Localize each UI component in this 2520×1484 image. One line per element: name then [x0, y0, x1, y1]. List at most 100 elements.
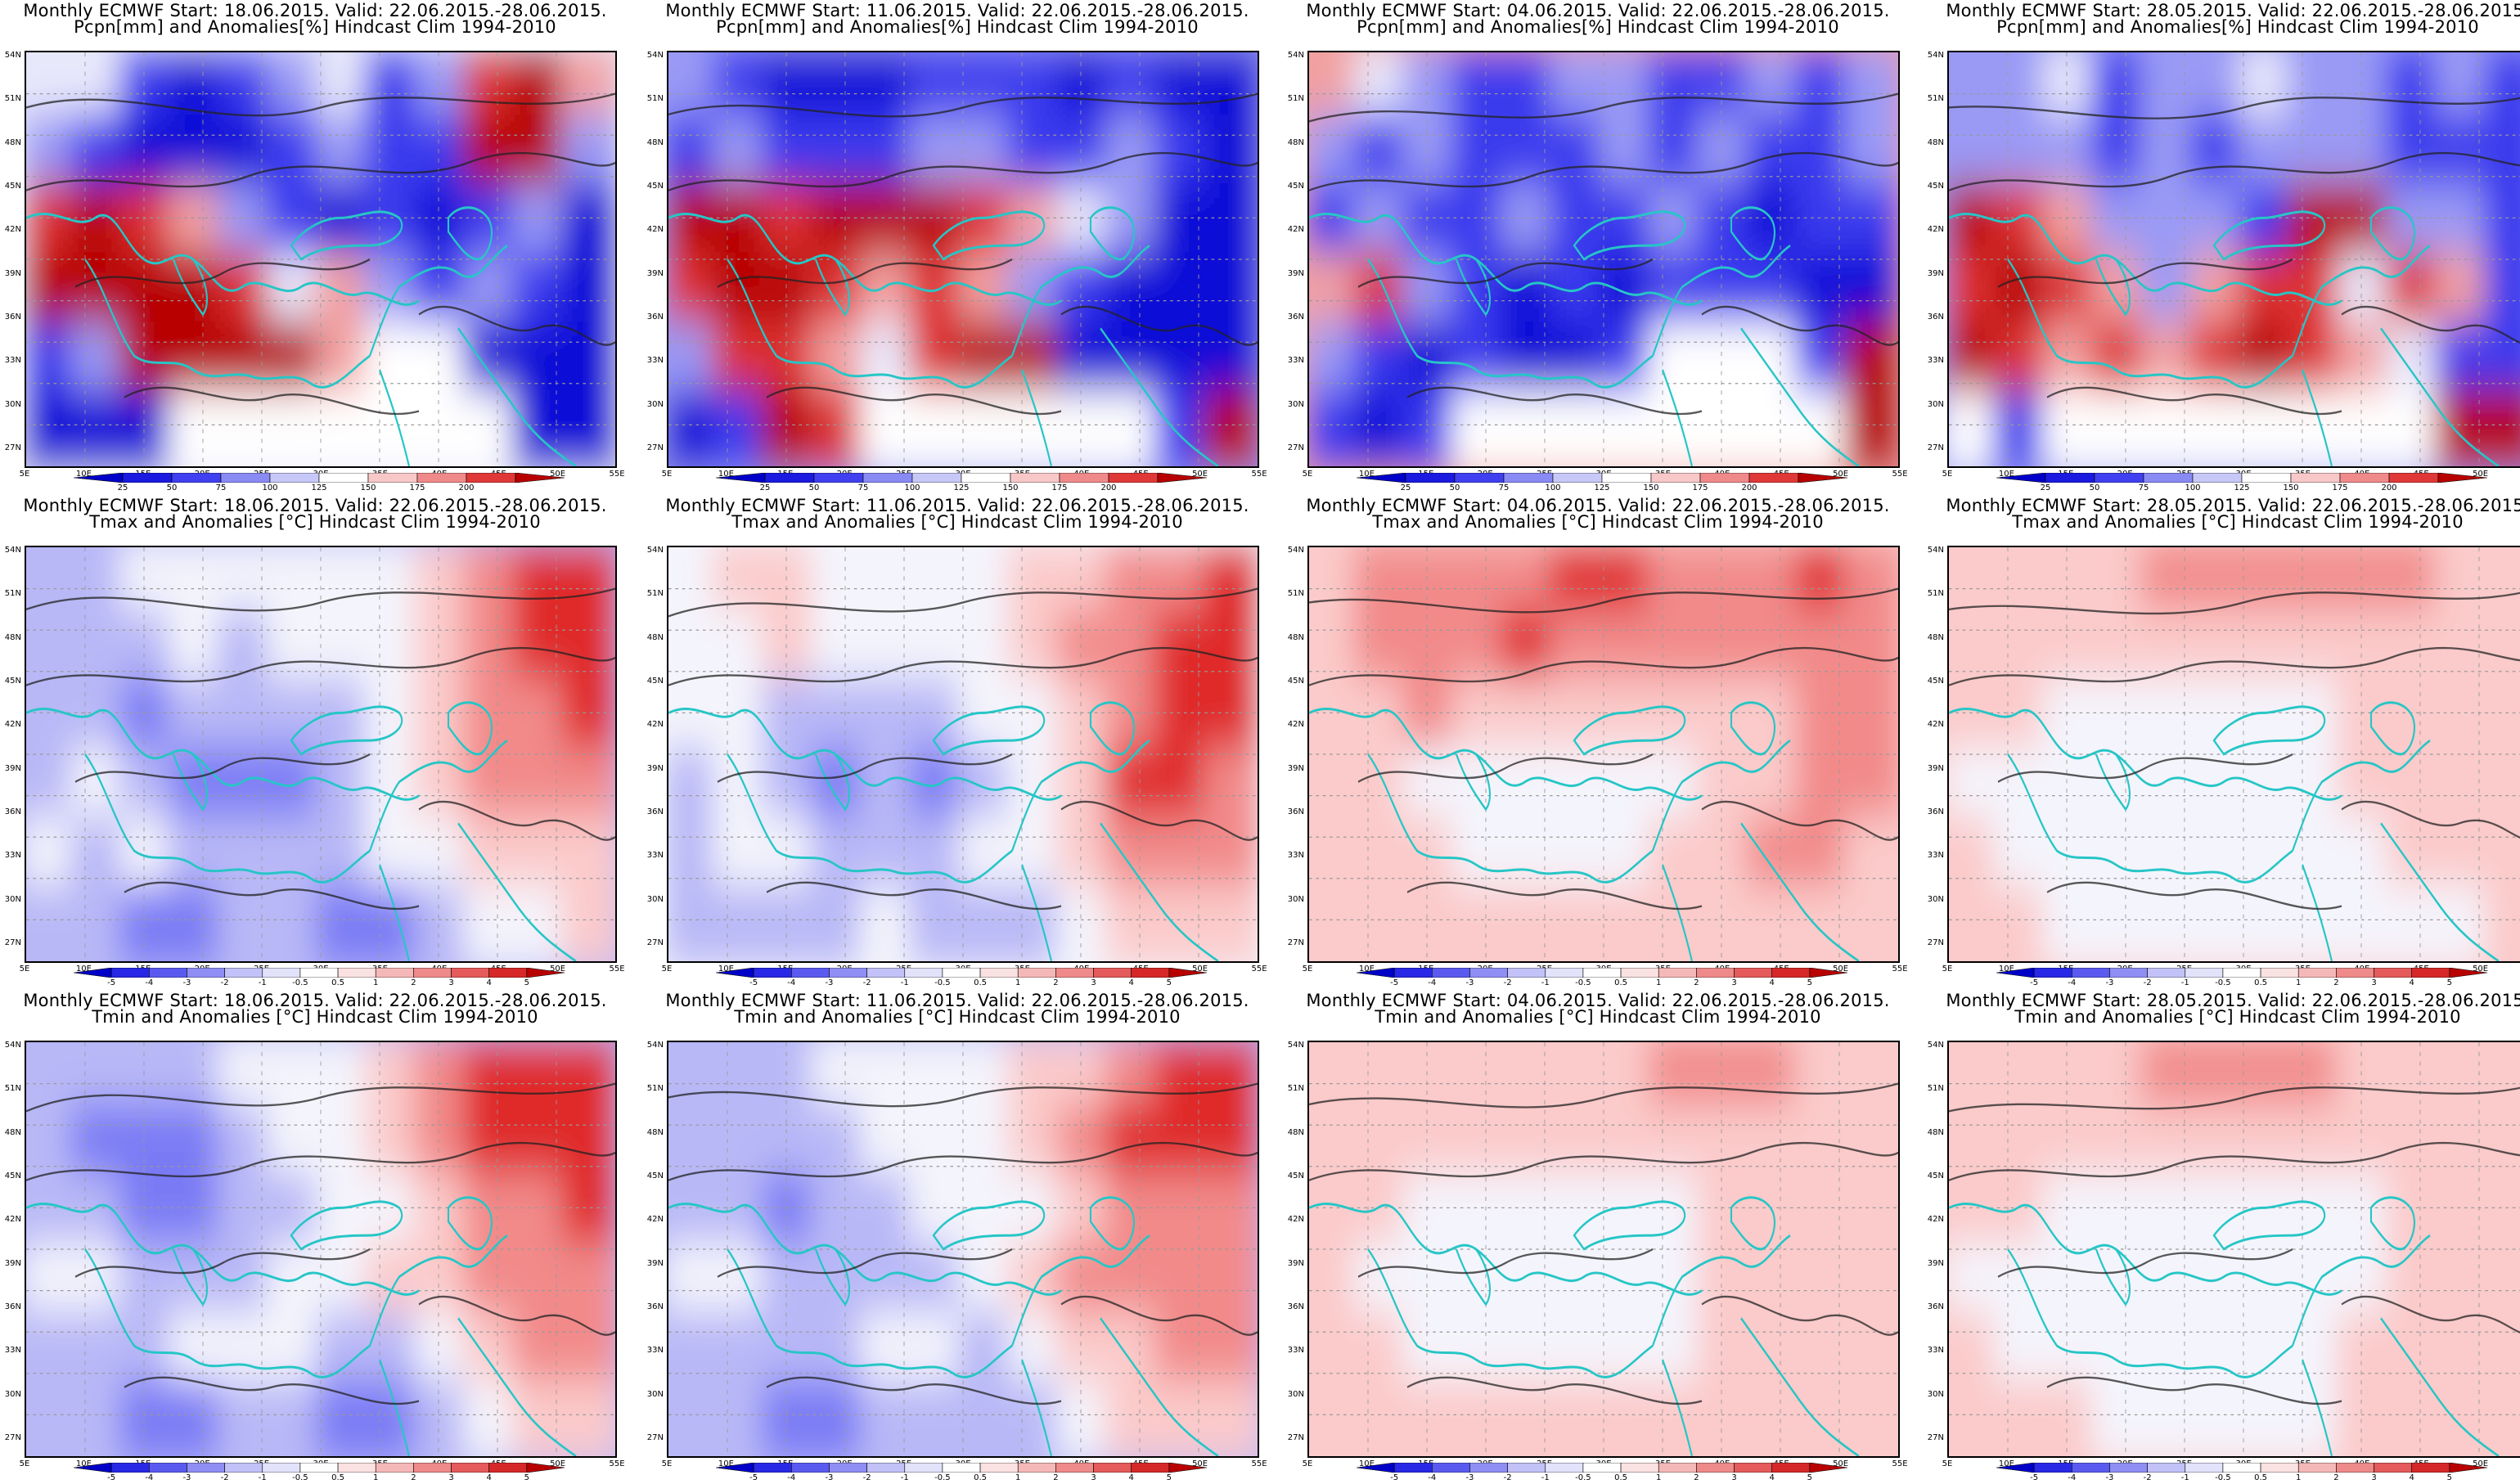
- colorbar-tick-label: 175: [409, 483, 425, 492]
- lon-tick-label: 5E: [661, 965, 673, 974]
- lat-tick-label: 33N: [1927, 1346, 1944, 1356]
- colorbar-swatch: [1055, 1463, 1094, 1473]
- lat-tick-label: 39N: [4, 763, 21, 773]
- colorbar-swatch: [1996, 1463, 2035, 1473]
- anomaly-cell: [2484, 1311, 2520, 1395]
- colorbar-tick-label: -5: [749, 1473, 758, 1482]
- colorbar-swatch: [2339, 473, 2390, 483]
- lon-tick-label: 55E: [1251, 965, 1267, 974]
- anomaly-cell: [1844, 1104, 1898, 1188]
- colorbar-swatch: [1131, 1463, 1170, 1473]
- lat-tick-label: 36N: [1927, 807, 1944, 816]
- colorbar-tick-label: 4: [1128, 1473, 1134, 1482]
- colorbar-swatch: [2388, 473, 2439, 483]
- lat-tick-label: 51N: [646, 589, 664, 599]
- map-panel-tmin-3: Monthly ECMWF Start: 04.06.2015. Valid: …: [1283, 990, 1913, 1482]
- colorbar-tick-label: 50: [166, 483, 178, 492]
- anomaly-cell: [2484, 1242, 2520, 1325]
- lat-tick-label: 45N: [1927, 677, 1944, 686]
- colorbar-swatch: [2185, 968, 2224, 978]
- panel-title-line1: Monthly ECMWF Start: 04.06.2015. Valid: …: [1306, 496, 1890, 515]
- anomaly-cell: [561, 1311, 615, 1395]
- colorbar-swatch: [224, 968, 263, 978]
- colorbar-swatch: [337, 1463, 376, 1473]
- panel-title-line1: Monthly ECMWF Start: 11.06.2015. Valid: …: [665, 496, 1249, 515]
- contour-lines: [26, 1082, 615, 1405]
- lat-tick-label: 42N: [1287, 1215, 1304, 1225]
- colorbar-tick-label: 175: [1051, 483, 1068, 492]
- panel-title-line2: Pcpn[mm] and Anomalies[%] Hindcast Clim …: [74, 17, 556, 37]
- colorbar-tick-label: -4: [145, 1473, 154, 1482]
- colorbar-tick-label: 125: [953, 483, 970, 492]
- colorbar-tick-label: -1: [258, 978, 267, 987]
- colorbar-swatch: [375, 1463, 414, 1473]
- lat-tick-label: 27N: [646, 443, 664, 452]
- lon-tick-label: 50E: [1192, 470, 1208, 479]
- lon-tick-label: 55E: [1892, 965, 1908, 974]
- lat-tick-label: 45N: [646, 182, 664, 191]
- panel-title-line2: Tmin and Anomalies [°C] Hindcast Clim 19…: [1375, 1007, 1821, 1027]
- colorbar-tick-label: 0.5: [2254, 978, 2268, 987]
- colorbar-tick-label: 25: [2040, 483, 2051, 492]
- colorbar-swatch: [1771, 1463, 1811, 1473]
- lat-tick-label: 30N: [1287, 1389, 1304, 1399]
- lat-tick-label: 33N: [1287, 356, 1304, 366]
- colorbar-tick-label: -5: [2030, 978, 2039, 987]
- colorbar-tick-label: 5: [2446, 1473, 2453, 1482]
- lat-tick-label: 54N: [1927, 1041, 1944, 1050]
- colorbar-swatch: [862, 473, 913, 483]
- lat-tick-label: 27N: [1927, 938, 1944, 947]
- colorbar-tick-label: -1: [2180, 978, 2189, 987]
- colorbar-swatch: [979, 1463, 1019, 1473]
- lat-tick-label: 45N: [646, 677, 664, 686]
- lat-tick-label: 36N: [646, 807, 664, 816]
- lon-tick-label: 10E: [718, 965, 734, 974]
- graticule: [26, 52, 615, 466]
- colorbar-tick-label: 100: [262, 483, 278, 492]
- lat-tick-label: 36N: [4, 1302, 21, 1311]
- map-panel-tmax-4: Monthly ECMWF Start: 28.05.2015. Valid: …: [1923, 495, 2520, 987]
- colorbar-tick-label: 75: [1498, 483, 1510, 492]
- coastline: [26, 206, 577, 466]
- panel-title-line1: Monthly ECMWF Start: 11.06.2015. Valid: …: [665, 991, 1249, 1010]
- lon-tick-label: 55E: [609, 965, 625, 974]
- colorbar-tick-label: -4: [1428, 978, 1437, 987]
- colorbar-tick-label: 175: [2332, 483, 2348, 492]
- coastline: [26, 1196, 577, 1456]
- colorbar-tick-label: 2: [1053, 978, 1059, 987]
- coastline: [1309, 1196, 1860, 1456]
- colorbar-tick-label: 200: [458, 483, 475, 492]
- anomaly-cell: [1204, 678, 1258, 762]
- contour-lines: [668, 587, 1258, 911]
- lat-tick-label: 27N: [1927, 1433, 1944, 1442]
- colorbar-tick-label: 0.5: [1614, 978, 1628, 987]
- colorbar-swatch: [269, 473, 320, 483]
- colorbar-swatch: [1093, 968, 1132, 978]
- lon-tick-label: 50E: [1833, 965, 1849, 974]
- colorbar-swatch: [318, 473, 369, 483]
- lat-tick-label: 39N: [4, 268, 21, 278]
- colorbar-swatch: [74, 968, 112, 978]
- lat-tick-label: 45N: [1287, 182, 1304, 191]
- colorbar-swatch: [2290, 473, 2341, 483]
- lat-tick-label: 30N: [1927, 399, 1944, 409]
- lat-tick-label: 54N: [646, 51, 664, 60]
- colorbar-swatch: [1582, 968, 1622, 978]
- colorbar-swatch: [829, 968, 867, 978]
- colorbar-tick-label: -1: [1541, 978, 1550, 987]
- map-area: [25, 1041, 617, 1458]
- panel-title-line1: Monthly ECMWF Start: 04.06.2015. Valid: …: [1306, 991, 1890, 1010]
- lat-tick-label: 51N: [4, 1084, 21, 1094]
- panel-title-line2: Pcpn[mm] and Anomalies[%] Hindcast Clim …: [1357, 17, 1839, 37]
- colorbar-swatch: [1798, 473, 1847, 483]
- colorbar-swatch: [1393, 968, 1433, 978]
- colorbar-swatch: [451, 968, 489, 978]
- anomaly-cell: [561, 1242, 615, 1325]
- lat-tick-label: 42N: [646, 1215, 664, 1225]
- lat-tick-label: 48N: [4, 137, 21, 147]
- lon-tick-label: 10E: [718, 470, 734, 479]
- anomaly-cell: [1204, 1311, 1258, 1395]
- map-area: [1307, 546, 1900, 963]
- lon-tick-label: 5E: [1942, 965, 1953, 974]
- colorbar-swatch: [2109, 968, 2148, 978]
